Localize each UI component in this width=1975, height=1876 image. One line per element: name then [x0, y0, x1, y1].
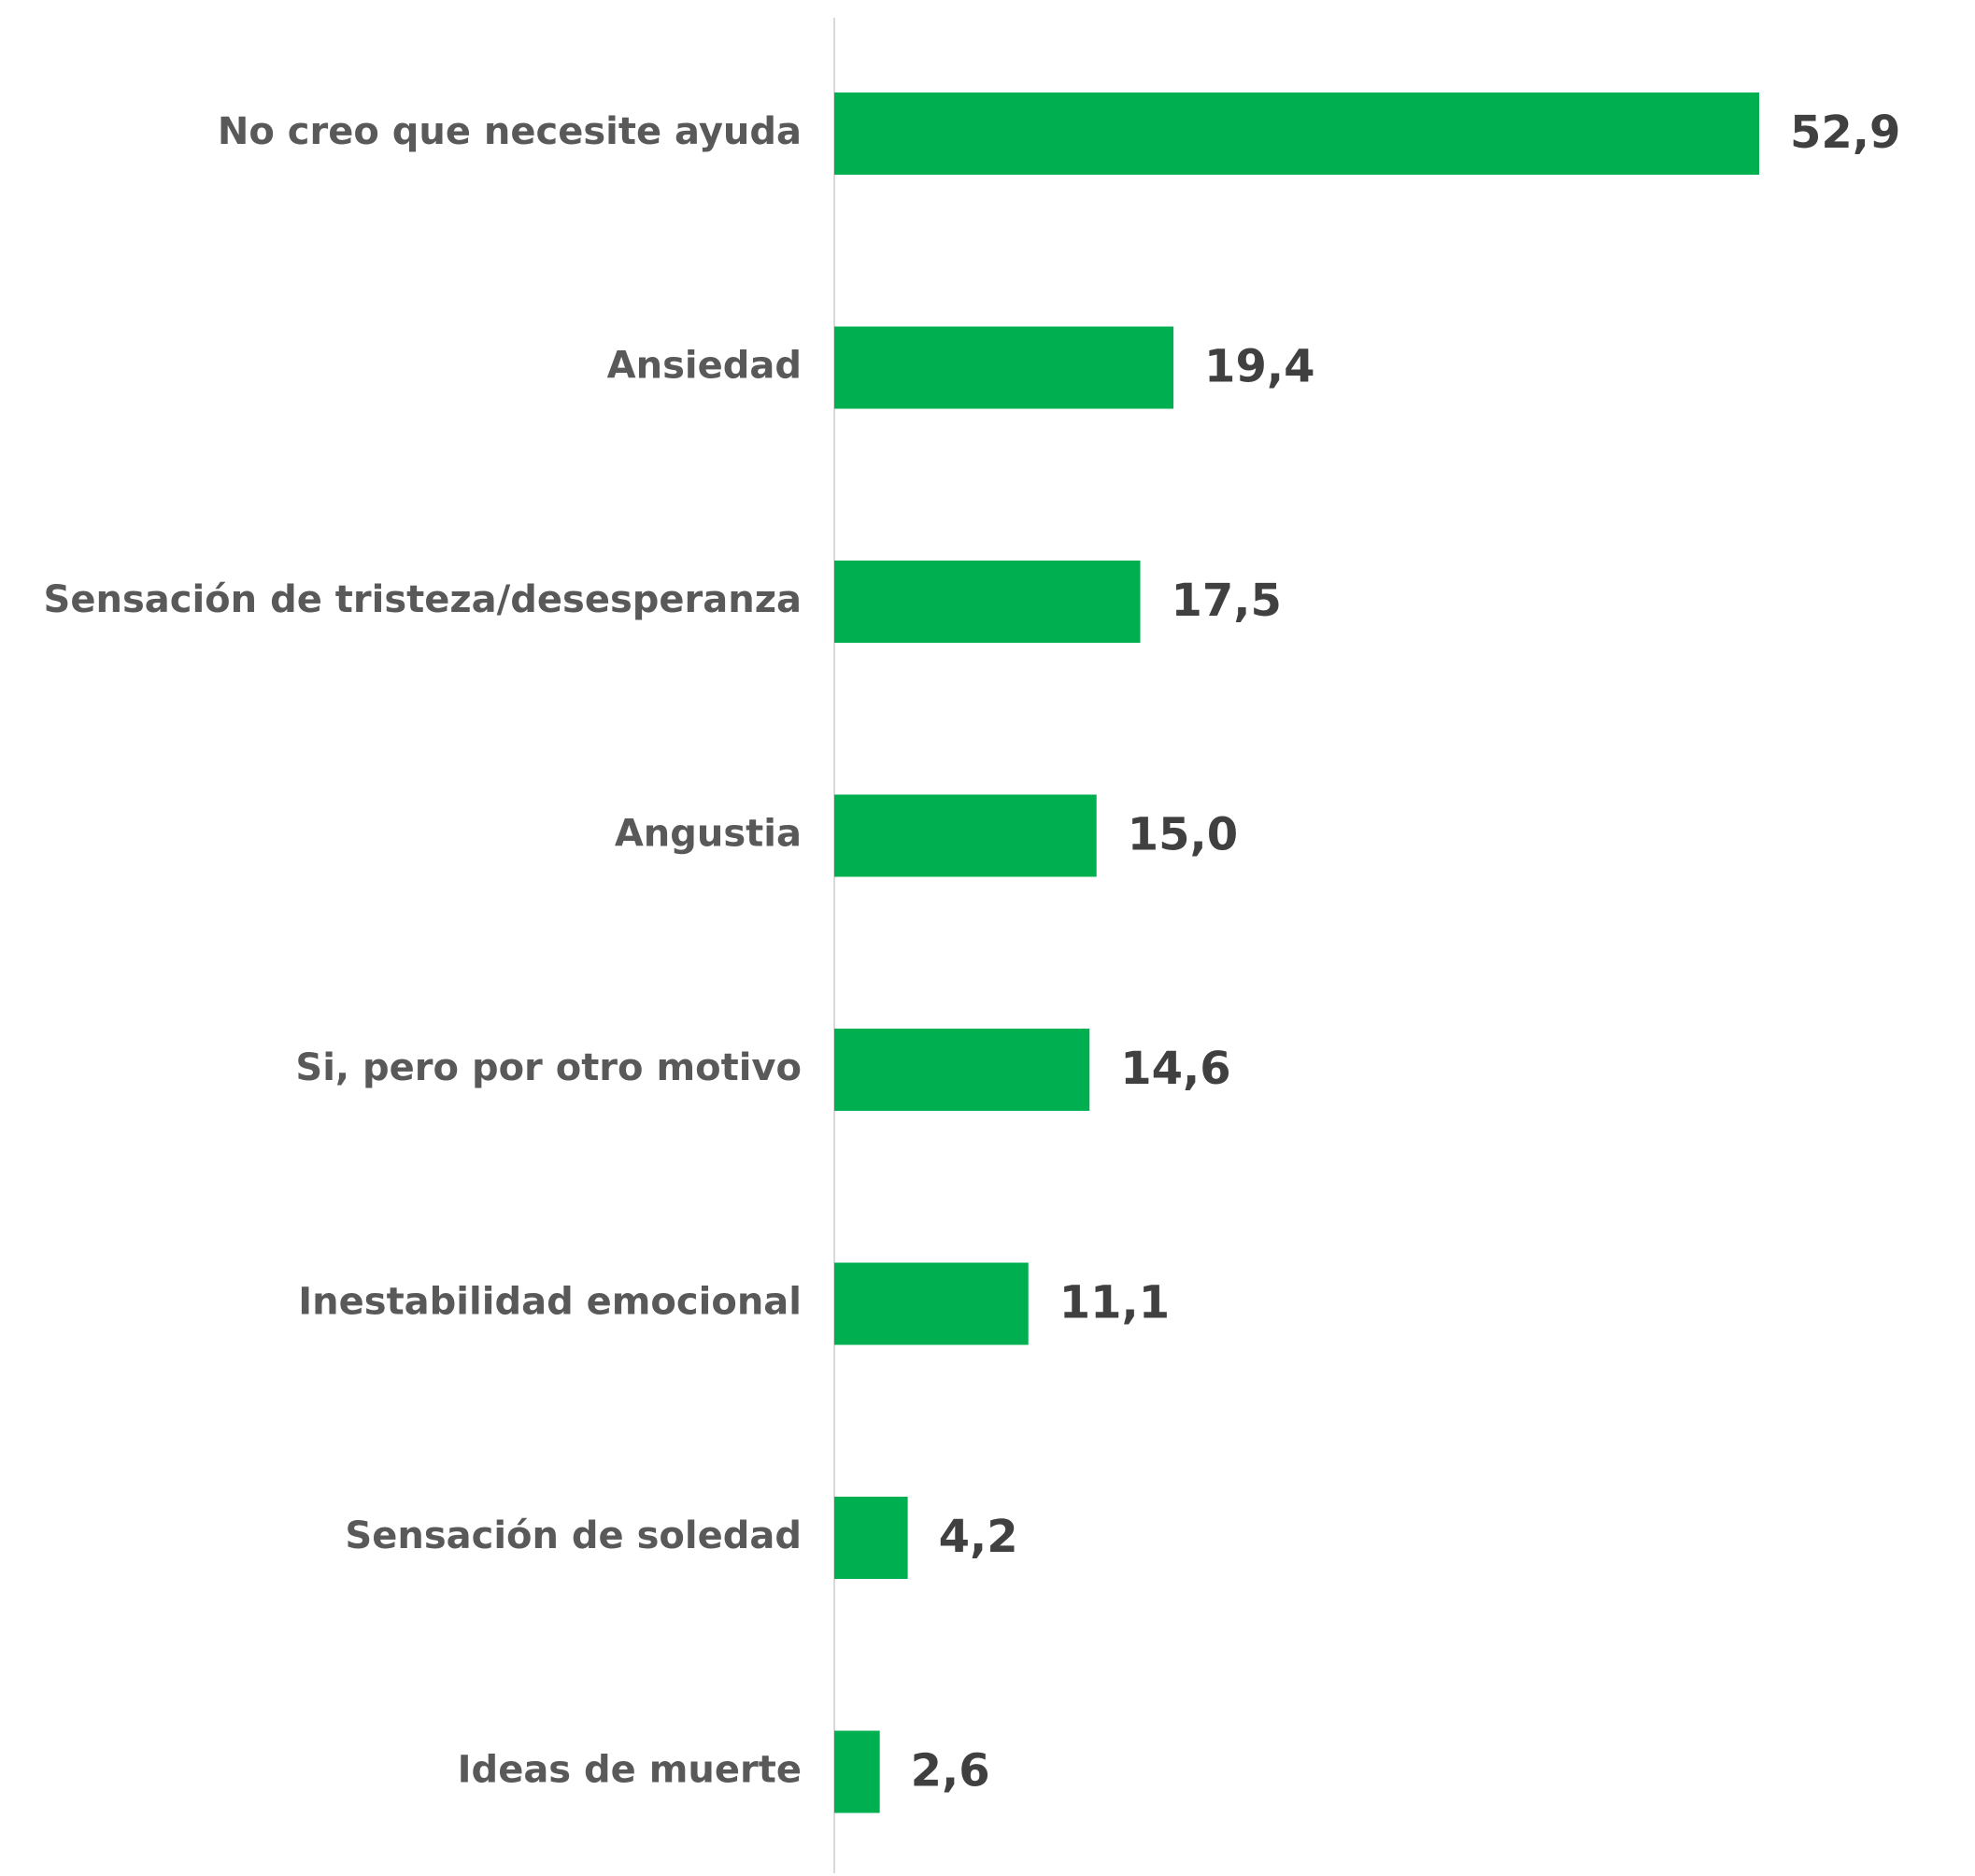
value-label: 11,1	[1059, 1277, 1170, 1329]
value-label: 4,2	[939, 1511, 1018, 1563]
value-label: 15,0	[1128, 809, 1238, 861]
bar	[834, 1497, 908, 1579]
bar	[834, 92, 1759, 175]
value-label: 19,4	[1204, 341, 1314, 393]
category-label: Sensación de tristeza/desesperanza	[44, 578, 802, 621]
bar	[834, 1029, 1090, 1111]
bar	[834, 794, 1097, 877]
category-label: Angustia	[615, 813, 802, 856]
bar	[834, 326, 1174, 409]
category-label: Inestabilidad emocional	[298, 1281, 802, 1324]
value-label: 17,5	[1172, 575, 1282, 627]
category-label: Ideas de muerte	[458, 1749, 802, 1792]
category-label: Ansiedad	[607, 345, 802, 388]
bar	[834, 1262, 1029, 1345]
category-label: Si, pero por otro motivo	[295, 1046, 802, 1089]
bar	[834, 1730, 880, 1813]
bar	[834, 561, 1141, 643]
category-label: No creo que necesite ayuda	[218, 110, 802, 153]
value-label: 14,6	[1120, 1043, 1230, 1095]
value-label: 52,9	[1790, 107, 1900, 159]
category-label: Sensación de soledad	[345, 1514, 802, 1557]
value-label: 2,6	[911, 1745, 990, 1798]
